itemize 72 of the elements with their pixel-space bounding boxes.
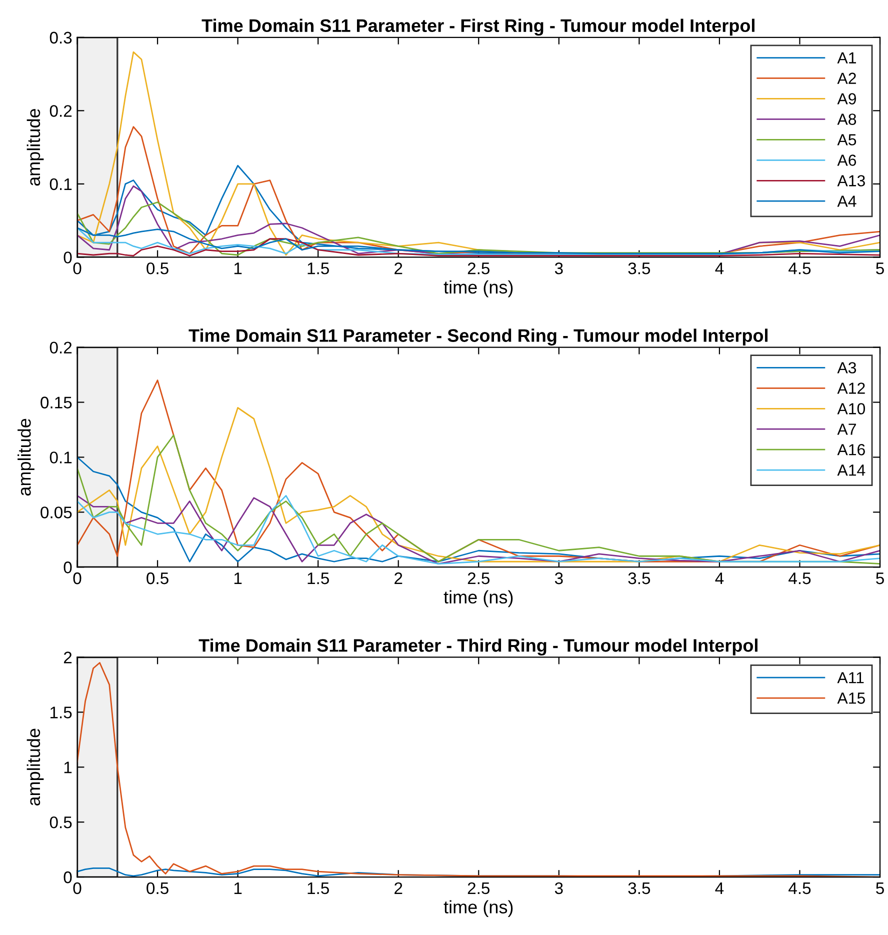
legend-label: A7 (837, 424, 856, 435)
y-tick-label: 0.2 (50, 105, 72, 117)
x-tick-label: 4 (715, 262, 724, 274)
y-tick-label: 0.15 (40, 396, 72, 408)
legend-label: A9 (837, 93, 856, 104)
legend-label: A5 (837, 134, 856, 146)
x-tick-label: 0.5 (146, 262, 168, 274)
chart-title: Time Domain S11 Parameter - First Ring - Tumour model Interpol (202, 18, 754, 36)
legend-label: A1 (837, 52, 856, 64)
y-tick-label: 1.5 (50, 706, 72, 718)
x-tick-label: 1.5 (308, 572, 329, 584)
y-tick-label: 2 (64, 652, 72, 664)
y-tick-label: 0.1 (50, 178, 72, 190)
legend-label: A2 (837, 72, 856, 84)
x-tick-label: 1 (234, 262, 242, 274)
x-tick-label: 3 (554, 262, 563, 274)
y-axis-title: amplitude (18, 418, 34, 496)
x-tick-label: 1 (234, 882, 242, 894)
x-tick-label: 0.5 (146, 882, 168, 894)
x-tick-label: 4.5 (788, 262, 811, 274)
legend-label: A4 (837, 196, 856, 207)
legend-label: A16 (837, 444, 865, 456)
x-tick-label: 5 (876, 572, 884, 584)
legend-label: A11 (837, 672, 864, 684)
x-axis-title: time (ns) (444, 590, 513, 608)
x-tick-label: 2 (394, 882, 402, 894)
x-tick-label: 0 (73, 572, 82, 584)
legend-label: A12 (837, 382, 865, 394)
x-tick-label: 4 (715, 572, 724, 584)
x-tick-label: 1 (234, 572, 242, 584)
legend-label: A10 (837, 403, 866, 414)
y-tick-label: 0.05 (40, 506, 72, 518)
x-tick-label: 2 (394, 262, 402, 274)
x-tick-label: 5 (876, 262, 884, 274)
legend-label: A14 (837, 464, 866, 476)
x-tick-label: 4.5 (788, 572, 811, 584)
y-tick-label: 0.1 (50, 452, 72, 464)
x-axis-title: time (ns) (444, 280, 513, 298)
x-tick-label: 5 (876, 882, 884, 894)
legend-label: A6 (837, 154, 856, 166)
x-tick-label: 3.5 (628, 572, 650, 584)
x-tick-label: 3 (554, 882, 563, 894)
x-tick-label: 2.5 (468, 882, 490, 894)
x-tick-label: 2.5 (468, 572, 490, 584)
y-axis-title: amplitude (26, 108, 44, 186)
x-tick-label: 0.5 (146, 572, 168, 584)
x-tick-label: 3 (554, 572, 563, 584)
x-tick-label: 0 (73, 262, 82, 274)
legend-label: A13 (837, 175, 865, 186)
x-tick-label: 4.5 (788, 882, 811, 894)
y-tick-label: 0 (64, 871, 72, 884)
y-tick-label: 0 (64, 252, 72, 264)
x-axis-title: time (ns) (444, 900, 513, 918)
legend-label: A15 (837, 692, 865, 704)
x-tick-label: 1.5 (308, 882, 329, 894)
y-tick-label: 1 (64, 762, 72, 774)
legend-label: A8 (837, 114, 856, 125)
x-tick-label: 3.5 (628, 262, 650, 274)
chart-title: Time Domain S11 Parameter - Third Ring - Tumour model Interpol (198, 638, 758, 656)
x-tick-label: 2.5 (468, 262, 490, 274)
x-tick-label: 0 (73, 882, 82, 894)
x-tick-label: 3.5 (628, 882, 650, 894)
chart-title: Time Domain S11 Parameter - Second Ring - Tumour model Interpol (188, 328, 768, 346)
x-tick-label: 2 (394, 572, 402, 584)
y-tick-label: 0 (64, 562, 72, 574)
legend-label: A3 (837, 362, 856, 374)
y-tick-label: 0.5 (50, 816, 72, 828)
y-axis-title: amplitude (26, 728, 44, 806)
x-tick-label: 4 (715, 882, 724, 894)
x-tick-label: 1.5 (308, 262, 329, 274)
y-tick-label: 0.2 (50, 342, 72, 354)
y-tick-label: 0.3 (50, 32, 72, 44)
